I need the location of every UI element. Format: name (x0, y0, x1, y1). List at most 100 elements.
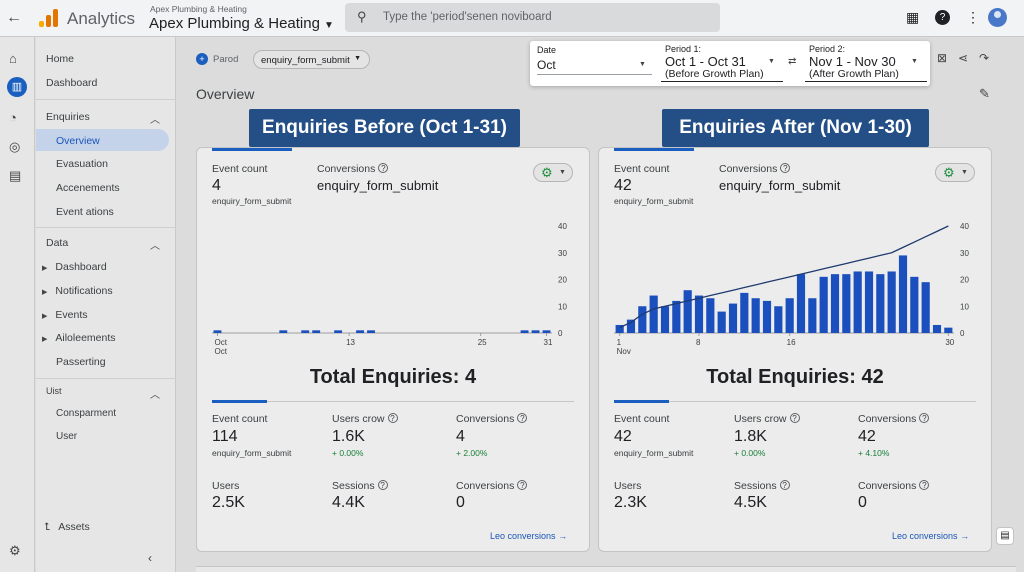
stat-users-crow: 1.8K (734, 428, 767, 445)
card-accent (212, 148, 292, 151)
swap-arrows-icon[interactable]: ⇄ (788, 56, 797, 67)
sidebar-item-dashboard[interactable]: Dashboard (46, 77, 98, 89)
stat-users-crow-label: Users crow? (734, 413, 800, 425)
help-icon[interactable]: ? (780, 163, 791, 173)
share-icon[interactable]: ⋖ (958, 51, 969, 65)
reports-icon[interactable]: ▥ (7, 77, 27, 97)
chart-bar (367, 330, 375, 333)
caret-down-icon[interactable]: ▼ (768, 58, 775, 65)
gear-icon: ⚙ (541, 165, 553, 180)
list-icon[interactable]: ▤ (9, 168, 22, 183)
chart-bar (334, 330, 343, 333)
settings-dropdown[interactable]: ⚙ ▼ (533, 163, 573, 182)
help-icon[interactable]: ? (377, 480, 388, 490)
help-icon[interactable]: ? (378, 163, 389, 173)
before-banner: Enquiries Before (Oct 1-31) (249, 109, 520, 147)
period1-select[interactable]: Oct 1 - Oct 31 (665, 54, 746, 69)
sidebar-item-event-ations[interactable]: Event ations (56, 206, 114, 218)
chevron-up-icon[interactable]: ︿ (150, 115, 160, 126)
section-enquiries[interactable]: Enquiries (46, 111, 90, 123)
help-icon[interactable]: ? (779, 480, 790, 490)
chart-bar (312, 330, 321, 333)
more-vert-icon[interactable]: ⋮ (966, 9, 980, 25)
caret-down-icon: ▼ (559, 169, 566, 176)
chart-bar (638, 306, 647, 333)
stat-conversions-label: Conversions? (456, 413, 528, 425)
help-icon[interactable]: ? (935, 10, 950, 25)
chart-bar (615, 324, 624, 333)
chevron-up-icon[interactable]: ︿ (150, 390, 160, 401)
x-tick-label: 8 (696, 338, 701, 347)
sidebar-item-notifications[interactable]: ▶ Notifications (42, 285, 113, 297)
stat-conversions-label: Conversions? (858, 413, 930, 425)
help-icon[interactable]: ? (789, 413, 800, 423)
chart-bar (751, 298, 760, 333)
stat-users-crow-delta: + 0.00% (332, 448, 364, 458)
home-icon[interactable]: ⌂ (9, 51, 17, 66)
caret-down-icon[interactable]: ▼ (639, 61, 646, 68)
settings-dropdown[interactable]: ⚙ ▼ (935, 163, 975, 182)
sidebar-item-events[interactable]: ▶ Events (42, 309, 88, 321)
event-filter-chip[interactable]: enquiry_form_submit ▼ (253, 50, 370, 69)
sidebar-item-home[interactable]: Home (46, 53, 75, 65)
stat-sessions-label: Sessions? (734, 480, 790, 492)
search-input[interactable]: ⚲ Type the 'period'senen noviboard (345, 3, 720, 32)
help-icon[interactable]: ? (387, 413, 398, 423)
stat-conversions-delta: + 2.00% (456, 448, 488, 458)
sidebar-item-accenements[interactable]: Accenements (56, 182, 120, 194)
total-enquiries: Total Enquiries: 42 (706, 366, 884, 388)
feedback-icon[interactable]: ▤ (996, 527, 1014, 545)
compare-icon[interactable]: ⊠ (937, 51, 948, 65)
sidebar-item-assets[interactable]: ⮤ Assets (44, 521, 90, 534)
settings-gear-icon[interactable]: ⚙ (9, 543, 21, 558)
edit-pencil-icon[interactable]: ✎ (979, 86, 990, 101)
after-chart: 40 30 20 10 0 1 8 16 30 Nov (614, 222, 969, 356)
period-label[interactable]: Parod (213, 54, 239, 65)
sidebar-item-overview[interactable]: Overview (36, 129, 169, 151)
avatar[interactable] (988, 8, 1007, 27)
section-uist[interactable]: Uist (46, 386, 62, 396)
sidebar-item-ailoleements[interactable]: ▶ Ailoleements (42, 332, 116, 344)
arrow-right-icon: → (558, 531, 568, 541)
explore-icon[interactable]: ◔ (9, 110, 17, 125)
chart-bar (853, 271, 862, 333)
stat-users-crow: 1.6K (332, 428, 365, 445)
help-icon[interactable]: ? (517, 480, 528, 490)
insights-icon[interactable]: ↷ (979, 51, 990, 65)
help-icon[interactable]: ? (517, 413, 528, 423)
label-text: Conversions (858, 480, 917, 492)
stat-users-crow-delta: + 0.00% (734, 448, 766, 458)
caret-down-icon[interactable]: ▼ (911, 58, 918, 65)
help-icon[interactable]: ? (919, 480, 930, 490)
stat-event-sub: enquiry_form_submit (212, 448, 292, 458)
view-conversions-link[interactable]: Leo conversions → (892, 531, 969, 541)
expand-arrow-icon: ▶ (42, 313, 48, 320)
x-tick-label: 13 (346, 338, 355, 347)
period2-select[interactable]: Nov 1 - Nov 30 (809, 54, 896, 69)
advertising-icon[interactable]: ◎ (9, 139, 21, 154)
chevron-up-icon[interactable]: ︿ (150, 241, 160, 252)
view-conversions-link[interactable]: Leo conversions → (490, 531, 567, 541)
sidebar-item-consparment[interactable]: Consparment (56, 408, 117, 419)
help-icon[interactable]: ? (919, 413, 930, 423)
search-icon: ⚲ (357, 9, 367, 24)
sidebar-item-data-dashboard[interactable]: ▶ Dashboard (42, 261, 107, 273)
sidebar-item-user[interactable]: User (56, 431, 78, 442)
property-selector[interactable]: Apex Plumbing & Heating ▼ (149, 15, 334, 32)
event-count-value: 4 (212, 177, 221, 194)
date-select[interactable]: Oct (537, 58, 556, 72)
back-arrow-icon[interactable]: ← (6, 9, 22, 26)
sidebar-item-passerting[interactable]: Passerting (56, 356, 106, 368)
before-chart: 40 30 20 10 0 Oct 13 25 31 Oct (212, 222, 567, 356)
apps-grid-icon[interactable]: ▦ (906, 9, 920, 25)
x-tick-label: 16 (787, 338, 796, 347)
conversions-event: enquiry_form_submit (719, 178, 841, 193)
collapse-sidebar-icon[interactable]: ‹ (148, 551, 152, 565)
assets-icon: ⮤ (44, 521, 51, 533)
sidebar-item-evasuation[interactable]: Evasuation (56, 158, 108, 170)
section-data[interactable]: Data (46, 237, 69, 249)
link-text: Leo conversions (892, 531, 958, 541)
conversions-label: Conversions? (317, 163, 389, 175)
y-tick-label: 0 (558, 329, 563, 338)
chart-bar (672, 300, 681, 333)
